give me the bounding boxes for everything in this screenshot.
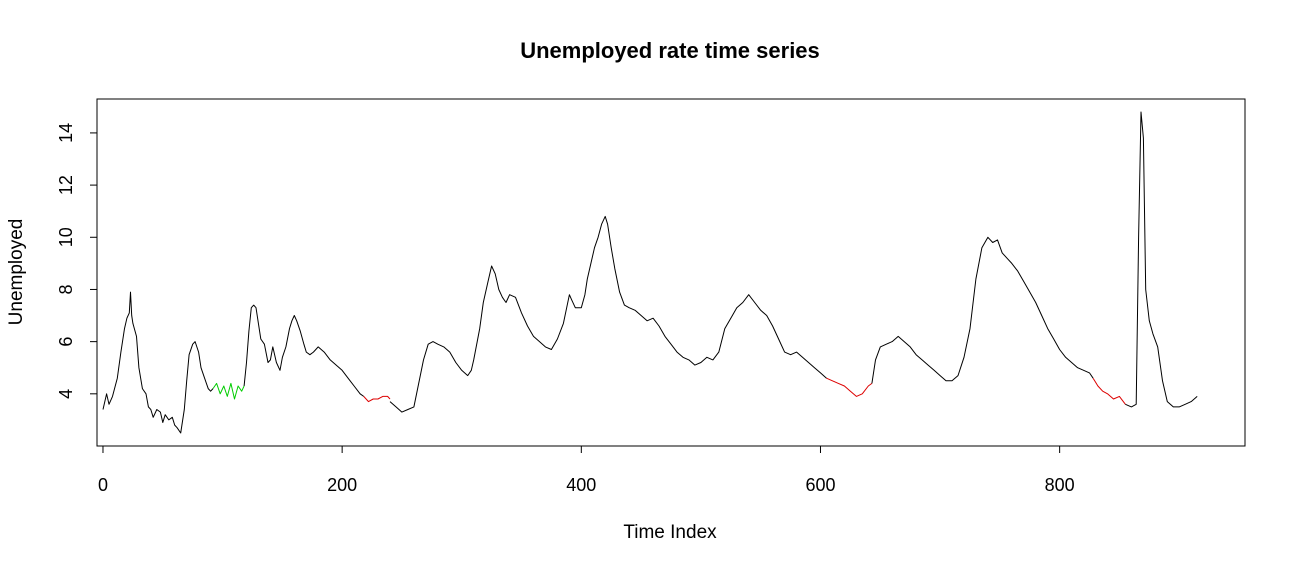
y-tick-label: 8 [56, 284, 76, 294]
y-tick-label: 10 [56, 227, 76, 247]
series-group [102, 111, 1198, 434]
x-axis: 0 200 400 600 800 [98, 445, 1075, 495]
series-line-main [102, 291, 214, 434]
y-tick-label: 14 [56, 123, 76, 143]
y-tick-label: 12 [56, 175, 76, 195]
x-tick-label: 400 [566, 475, 596, 495]
x-axis-label: Time Index [623, 522, 717, 543]
x-tick-label: 600 [805, 475, 835, 495]
y-tick-label: 6 [56, 337, 76, 347]
series-line-red [1092, 377, 1126, 405]
plot-frame [96, 98, 1246, 447]
x-tick-label: 800 [1045, 475, 1075, 495]
series-line-main [1125, 111, 1198, 408]
series-line-main [871, 236, 1094, 384]
chart-title: Unemployed rate time series [520, 38, 820, 63]
series-line-red [826, 377, 873, 397]
x-tick-label: 0 [98, 475, 108, 495]
y-tick-label: 4 [56, 389, 76, 399]
series-line-green [212, 382, 245, 400]
y-axis: 4 6 8 10 12 14 [56, 123, 98, 399]
series-line-red [363, 395, 391, 403]
y-axis-label: Unemployed [6, 219, 27, 326]
x-tick-label: 200 [327, 475, 357, 495]
series-line-main [243, 304, 364, 397]
series-line-main [389, 215, 827, 413]
